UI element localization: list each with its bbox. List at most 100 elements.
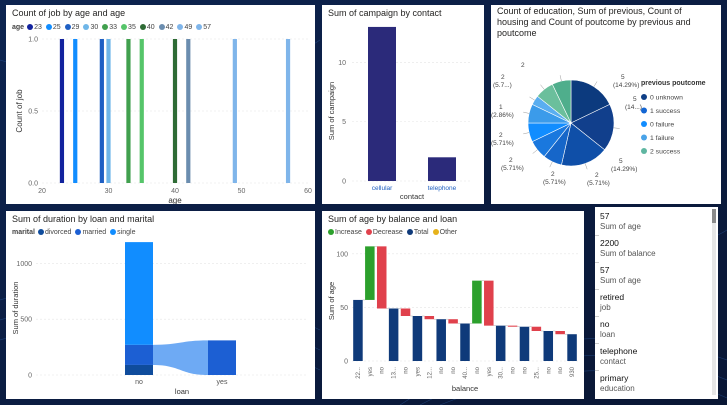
x-tick-label: 930 bbox=[570, 366, 576, 377]
y-tick-label: 5 bbox=[342, 119, 346, 126]
y-tick-label: 100 bbox=[336, 251, 348, 258]
kpi-value: 57 bbox=[600, 265, 610, 275]
legend-item[interactable]: 25 bbox=[45, 24, 61, 31]
chart-title-line: Count of education, Sum of previous, Cou… bbox=[497, 6, 682, 16]
x-tick-label: no bbox=[404, 366, 410, 373]
legend-label: 40 bbox=[146, 24, 155, 31]
y-tick-label: 1.0 bbox=[28, 37, 38, 44]
x-tick-label: 30... bbox=[499, 367, 505, 379]
x-tick-label: no bbox=[451, 366, 457, 373]
legend-label: 49 bbox=[184, 24, 193, 31]
kpi-separator bbox=[595, 370, 599, 371]
pie-data-label: 5 bbox=[633, 96, 637, 103]
kpi-separator bbox=[595, 262, 599, 263]
y-tick-label: 0.0 bbox=[28, 181, 38, 188]
kpi-label: Sum of age bbox=[600, 276, 641, 285]
campaign-chart-card[interactable]: Sum of campaign by contact 0 5 10 cellular t… bbox=[322, 5, 484, 204]
waterfall-bar bbox=[448, 319, 458, 324]
legend-item[interactable]: Decrease bbox=[365, 229, 403, 236]
waterfall-bar bbox=[495, 325, 506, 361]
x-tick-label: 50 bbox=[238, 188, 246, 195]
kpi-multirow-card[interactable]: 57 Sum of age 2200 Sum of balance 57 Sum of a… bbox=[595, 207, 718, 399]
legend-dot bbox=[83, 24, 90, 30]
waterfall-bar bbox=[555, 331, 565, 335]
bar bbox=[285, 39, 291, 183]
x-tick-label: 25... bbox=[534, 367, 540, 379]
legend-dot bbox=[328, 229, 334, 235]
legend-label: 30 bbox=[90, 24, 99, 31]
age-balance-chart-card[interactable]: Sum of age by balance and loan Increase D… bbox=[322, 211, 584, 399]
legend-label: 57 bbox=[203, 24, 212, 31]
legend-item[interactable]: 30 bbox=[83, 24, 98, 31]
legend-label: 35 bbox=[128, 24, 136, 31]
x-axis-label: loan bbox=[175, 387, 189, 396]
legend-dot bbox=[45, 24, 52, 30]
bar bbox=[186, 39, 191, 183]
age-job-chart-card[interactable]: Count of job by age and age age 23 25 29 30 3… bbox=[6, 5, 315, 204]
legend-item[interactable]: Other bbox=[432, 229, 457, 236]
legend-dot bbox=[110, 229, 117, 235]
y-tick-label: 0 bbox=[342, 179, 346, 186]
bar-segment bbox=[125, 242, 153, 345]
pie-data-label: (5.71%) bbox=[491, 140, 514, 147]
kpi-scrollbar-thumb[interactable] bbox=[712, 209, 716, 223]
legend-item[interactable]: 35 bbox=[121, 24, 136, 31]
legend-item[interactable]: 33 bbox=[102, 24, 117, 31]
waterfall-bar bbox=[424, 316, 435, 320]
x-tick-label: 40... bbox=[463, 367, 469, 379]
legend-item[interactable]: married bbox=[75, 229, 106, 236]
chart-legend: age 23 25 29 30 33 35 40 42 49 57 bbox=[12, 24, 215, 31]
legend-item[interactable]: Total bbox=[406, 229, 429, 236]
bar-segment bbox=[125, 344, 153, 365]
legend-title: marital bbox=[12, 229, 35, 236]
pie-leader-line bbox=[540, 84, 545, 90]
pie-leader-line bbox=[613, 127, 620, 129]
x-tick-label: no bbox=[511, 366, 517, 373]
legend-item[interactable]: divorced bbox=[37, 229, 71, 236]
legend-dot bbox=[641, 107, 647, 114]
chart-title: Sum of duration by loan and marital bbox=[12, 214, 155, 224]
legend-label: 25 bbox=[52, 24, 61, 31]
waterfall-bar bbox=[376, 246, 387, 309]
waterfall-bar bbox=[519, 326, 530, 361]
pie-slice bbox=[570, 79, 611, 124]
legend-item[interactable]: single bbox=[110, 229, 135, 236]
legend-label: 1 success bbox=[650, 108, 681, 115]
chart-title-line: poutcome bbox=[497, 28, 537, 38]
y-tick-label: 0 bbox=[344, 359, 348, 366]
legend-item[interactable]: 29 bbox=[64, 24, 79, 31]
pie-data-label: (5.7...) bbox=[493, 82, 512, 89]
x-axis-label: age bbox=[168, 196, 182, 204]
x-tick-label: no bbox=[439, 366, 445, 373]
legend-item[interactable]: 57 bbox=[196, 24, 211, 31]
legend-item[interactable]: 23 bbox=[27, 24, 42, 31]
education-pie-chart: 5(14.29%)5(14...)5(14.29%)2(5.71%)2(5.71… bbox=[491, 62, 706, 187]
kpi-separator bbox=[595, 235, 599, 236]
duration-chart-card[interactable]: Sum of duration by loan and marital mari… bbox=[6, 211, 315, 399]
kpi-label: Sum of balance bbox=[600, 249, 656, 258]
pie-leader-line bbox=[532, 149, 538, 154]
legend-item[interactable]: 42 bbox=[158, 24, 173, 31]
legend-label: 23 bbox=[34, 24, 42, 31]
education-pie-card[interactable]: Count of education, Sum of previous, Cou… bbox=[491, 5, 721, 204]
x-tick-label: no bbox=[135, 379, 143, 386]
waterfall-bar bbox=[412, 316, 423, 361]
legend-label: 0 unknown bbox=[650, 95, 683, 102]
waterfall-bar bbox=[507, 325, 518, 327]
waterfall-bar bbox=[567, 334, 577, 361]
bar bbox=[232, 39, 237, 183]
waterfall-bar bbox=[388, 308, 399, 361]
legend-label: Total bbox=[413, 229, 429, 236]
chart-title: Sum of campaign by contact bbox=[328, 8, 442, 18]
pie-data-label: 5 bbox=[619, 158, 623, 165]
legend-item[interactable]: 49 bbox=[177, 24, 192, 31]
kpi-scrollbar[interactable] bbox=[712, 209, 716, 395]
kpi-value: primary bbox=[600, 373, 629, 383]
legend-dot bbox=[432, 229, 439, 235]
y-tick-label: 500 bbox=[20, 317, 32, 324]
legend-item[interactable]: Increase bbox=[328, 229, 362, 236]
pie-data-label: (5.71%) bbox=[543, 179, 566, 186]
chart-title-line: housing and Count of poutcome by previou… bbox=[497, 17, 691, 27]
legend-item[interactable]: 40 bbox=[139, 24, 155, 31]
